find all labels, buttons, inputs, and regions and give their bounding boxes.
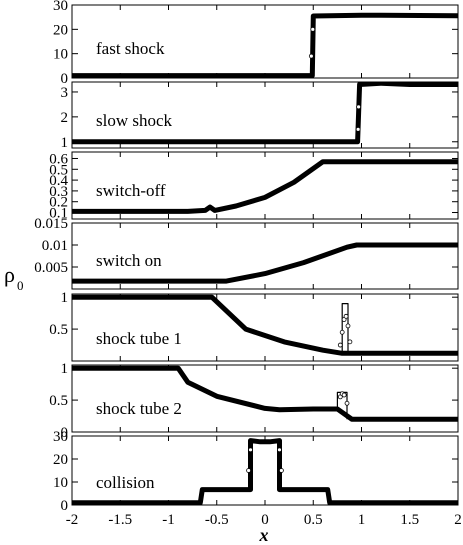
panel-7: 0 10 20 30 collision bbox=[53, 429, 459, 514]
y-tick-label: 0.1 bbox=[49, 206, 68, 222]
series-line bbox=[72, 159, 458, 214]
y-tick-label: 0.005 bbox=[34, 260, 68, 276]
panel-6: 0 0.5 1 shock tube 2 bbox=[49, 361, 459, 441]
data-point bbox=[339, 329, 345, 335]
series-line bbox=[72, 12, 458, 78]
y-tick-label: 0.5 bbox=[49, 322, 68, 338]
y-tick-label: 10 bbox=[53, 47, 68, 63]
y-tick-label: 20 bbox=[53, 452, 68, 468]
panel-data bbox=[72, 159, 458, 214]
x-tick-label: -1 bbox=[162, 512, 175, 528]
y-tick-label: 0 bbox=[61, 425, 69, 441]
panel-5: 0.5 1 shock tube 1 bbox=[49, 290, 459, 362]
x-tick-label: -1.5 bbox=[108, 512, 132, 528]
x-axis: -2 -1.5 -1 -0.5 0 0.5 1 1.5 2 bbox=[66, 512, 462, 528]
panel-label: collision bbox=[96, 473, 155, 492]
data-point bbox=[337, 342, 343, 348]
y-tick-label: 0.015 bbox=[34, 216, 68, 232]
y-tick-label: 0.2 bbox=[49, 195, 68, 211]
y-tick-label: 0.01 bbox=[42, 238, 68, 254]
y-tick-label: 0.5 bbox=[49, 162, 68, 178]
x-tick-label: 0 bbox=[261, 512, 269, 528]
panel-frame bbox=[71, 435, 459, 506]
panel-label: fast shock bbox=[96, 39, 165, 58]
series-line bbox=[72, 365, 458, 422]
y-tick-label: 30 bbox=[53, 0, 68, 14]
series-line bbox=[341, 303, 458, 354]
panel-data bbox=[72, 12, 458, 78]
data-point bbox=[310, 26, 316, 32]
panel-4: 0.005 0.01 0.015 switch on bbox=[34, 216, 459, 290]
x-tick-label: -0.5 bbox=[205, 512, 229, 528]
y-tick-label: 30 bbox=[53, 429, 68, 445]
data-point bbox=[308, 53, 314, 59]
data-point bbox=[277, 447, 282, 453]
data-point bbox=[355, 126, 361, 132]
panel-data bbox=[72, 365, 458, 422]
y-tick-label: 3 bbox=[61, 85, 69, 101]
series-line bbox=[72, 438, 458, 505]
y-tick-label: 1 bbox=[61, 290, 69, 306]
y-tick-label: 0 bbox=[61, 498, 69, 514]
panel-label: slow shock bbox=[96, 111, 173, 130]
y-tick-label: 1 bbox=[61, 361, 69, 377]
panel-data bbox=[72, 294, 458, 356]
panel-2: 1 2 3 slow shock bbox=[61, 81, 459, 151]
data-point bbox=[341, 392, 347, 398]
panel-data bbox=[72, 438, 458, 505]
y-tick-label: 0.3 bbox=[49, 184, 68, 200]
y-axis-label: ρ bbox=[4, 262, 15, 287]
y-tick-label: 1 bbox=[61, 135, 69, 151]
y-tick-label: 10 bbox=[53, 475, 68, 491]
panel-3: 0.10.20.30.40.50.6 switch-off bbox=[49, 151, 459, 222]
series-line bbox=[72, 242, 458, 284]
data-point bbox=[279, 468, 284, 473]
y-tick-label: 20 bbox=[53, 22, 68, 38]
y-tick-label: 0.4 bbox=[49, 173, 68, 189]
y-tick-label: 0.5 bbox=[49, 393, 68, 409]
data-point bbox=[347, 339, 353, 345]
x-tick-label: -2 bbox=[66, 512, 79, 528]
panel-label: shock tube 1 bbox=[96, 329, 182, 348]
y-axis-label-subscript: 0 bbox=[17, 278, 24, 293]
series-line bbox=[72, 82, 458, 145]
data-point bbox=[248, 447, 253, 453]
panel-label: shock tube 2 bbox=[96, 399, 182, 418]
panel-label: switch on bbox=[96, 251, 162, 270]
x-tick-label: 1.5 bbox=[400, 512, 419, 528]
x-tick-label: 1 bbox=[358, 512, 366, 528]
data-point bbox=[344, 400, 350, 406]
panel-data bbox=[72, 242, 458, 284]
series-line bbox=[202, 441, 328, 491]
x-tick-label: 0.5 bbox=[304, 512, 323, 528]
x-tick-label: 2 bbox=[454, 512, 462, 528]
panel-1: 0 10 20 30 fast shock bbox=[53, 0, 459, 87]
data-point bbox=[345, 323, 351, 329]
y-tick-label: 0.6 bbox=[49, 151, 68, 167]
x-axis-label: x bbox=[259, 525, 269, 545]
y-tick-label: 2 bbox=[61, 110, 69, 126]
panel-data bbox=[72, 82, 458, 145]
data-point bbox=[246, 468, 251, 473]
y-tick-label: 0 bbox=[61, 71, 69, 87]
panel-label: switch-off bbox=[96, 181, 166, 200]
data-point bbox=[356, 104, 362, 110]
data-point bbox=[343, 313, 349, 319]
